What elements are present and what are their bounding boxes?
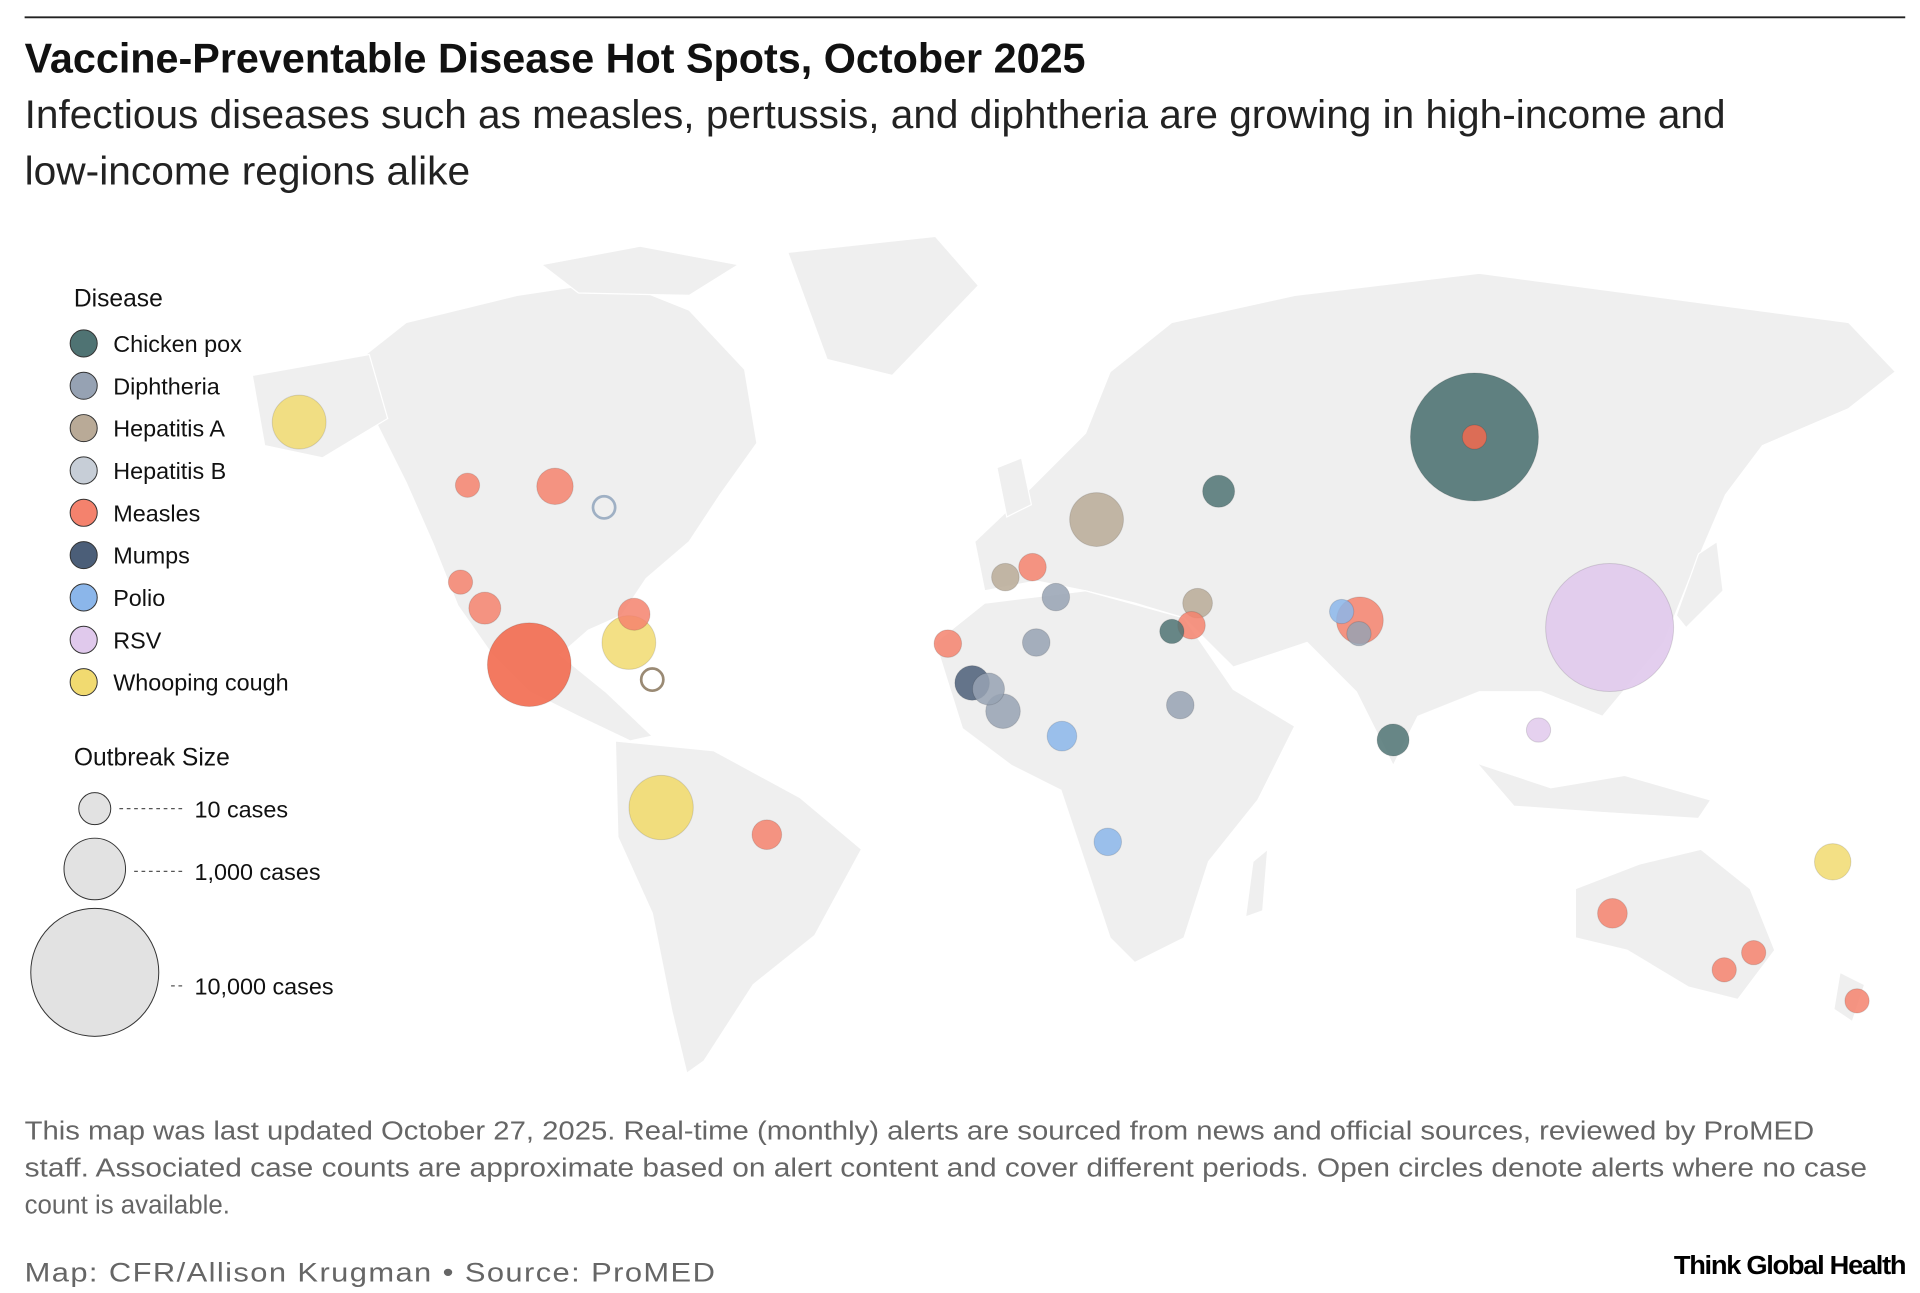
footnote-line-1: This map was last updated October 27, 20… xyxy=(25,1118,1815,1146)
outbreak-bubble-polio[interactable] xyxy=(1046,720,1078,752)
size-legend: Outbreak Size 10 cases 1,000 cases 10,00… xyxy=(30,745,334,1037)
legend-swatch-measles xyxy=(69,498,98,527)
footnote-line-2: staff. Associated case counts are approx… xyxy=(25,1155,1867,1183)
land-uk xyxy=(996,457,1033,518)
outbreak-bubbles xyxy=(271,372,1870,1014)
outbreak-bubble-measles[interactable] xyxy=(447,569,474,595)
subtitle-line-2: low-income regions alike xyxy=(25,150,471,194)
land-greenland xyxy=(786,235,980,377)
outbreak-bubble-polio[interactable] xyxy=(1093,827,1123,857)
legend-swatch-polio xyxy=(69,583,98,612)
outbreak-bubble-diphtheria[interactable] xyxy=(1346,621,1372,647)
size-legend-title: Outbreak Size xyxy=(74,745,230,772)
size-legend-label: 10 cases xyxy=(194,796,288,822)
footnote-line-3: count is available. xyxy=(25,1192,230,1220)
outbreak-bubble-measles[interactable] xyxy=(933,629,963,658)
land-arctic-canada xyxy=(540,245,741,297)
disease-legend-title: Disease xyxy=(74,285,163,312)
legend-label-diphtheria: Diphtheria xyxy=(113,373,220,399)
outbreak-bubble-chickenpox[interactable] xyxy=(1202,474,1236,508)
outbreak-bubble-whooping[interactable] xyxy=(628,774,694,841)
outbreak-bubble-diphtheria[interactable] xyxy=(1166,690,1195,720)
think-global-health-logo: Think Global Health xyxy=(1674,1252,1906,1280)
outbreak-bubble-hepa[interactable] xyxy=(991,562,1020,592)
legend-label-polio: Polio xyxy=(113,585,165,611)
legend-label-whooping: Whooping cough xyxy=(113,670,288,696)
legend-swatch-chickenpox xyxy=(69,329,98,358)
size-legend-label: 1,000 cases xyxy=(194,859,320,885)
outbreak-bubble-diphtheria[interactable] xyxy=(1021,628,1051,657)
outbreak-bubble-measles[interactable] xyxy=(536,467,574,506)
outbreak-bubble-measles[interactable] xyxy=(617,597,651,631)
outbreak-bubble-hepa[interactable] xyxy=(1069,492,1124,547)
legend-swatch-diphtheria xyxy=(69,371,98,400)
legend-swatch-mumps xyxy=(69,541,98,570)
outbreak-bubble-measles[interactable] xyxy=(1711,957,1737,983)
legend-swatch-whooping xyxy=(69,668,98,697)
outbreak-bubble-measles[interactable] xyxy=(1461,424,1488,450)
outbreak-bubble-measles[interactable] xyxy=(751,819,783,851)
land-africa xyxy=(934,590,1296,964)
outbreak-bubble-chickenpox[interactable] xyxy=(1159,618,1185,645)
outbreak-bubble-whooping[interactable] xyxy=(1813,843,1852,881)
outbreak-bubble-measles[interactable] xyxy=(486,622,572,707)
land-madagascar xyxy=(1244,847,1269,918)
size-legend-label: 10,000 cases xyxy=(194,973,333,999)
outbreak-bubble-diphtheria[interactable] xyxy=(1041,582,1071,612)
outbreak-bubble-measles[interactable] xyxy=(1844,988,1870,1014)
legend-label-hepb: Hepatitis B xyxy=(113,458,226,484)
outbreak-bubble-hepb[interactable] xyxy=(591,494,617,520)
outbreak-bubble-measles[interactable] xyxy=(1018,552,1047,582)
legend-swatch-hepa xyxy=(69,414,98,443)
land-indonesia xyxy=(1475,761,1712,820)
land-north-america xyxy=(346,280,758,742)
outbreak-bubble-hepa[interactable] xyxy=(639,667,665,693)
outbreak-bubble-rsv[interactable] xyxy=(1525,717,1552,743)
source-credit: Map: CFR/Allison Krugman • Source: ProME… xyxy=(25,1256,717,1287)
legend-swatch-rsv xyxy=(69,625,98,654)
legend-label-mumps: Mumps xyxy=(113,543,190,569)
outbreak-bubble-diphtheria[interactable] xyxy=(972,672,1006,706)
size-legend-circle-10000 xyxy=(30,907,160,1037)
size-legend-circle-10 xyxy=(78,792,112,826)
legend-label-measles: Measles xyxy=(113,500,200,526)
land-japan xyxy=(1675,540,1724,629)
outbreak-bubble-polio[interactable] xyxy=(1329,598,1355,625)
land-eurasia xyxy=(974,272,1897,767)
outbreak-bubble-measles[interactable] xyxy=(468,591,502,625)
outbreak-bubble-measles[interactable] xyxy=(1597,897,1628,929)
legend-label-rsv: RSV xyxy=(113,627,161,653)
page-title: Vaccine-Preventable Disease Hot Spots, O… xyxy=(25,35,1086,82)
size-legend-circle-1000 xyxy=(63,837,127,901)
outbreak-bubble-measles[interactable] xyxy=(454,472,481,498)
legend-swatch-hepb xyxy=(69,456,98,485)
outbreak-bubble-chickenpox[interactable] xyxy=(1376,723,1410,757)
disease-legend: Disease Chicken pox Diphtheria Hepatitis A… xyxy=(69,285,289,697)
outbreak-bubble-whooping[interactable] xyxy=(271,394,327,450)
legend-label-hepa: Hepatitis A xyxy=(113,416,225,442)
subtitle-line-1: Infectious diseases such as measles, per… xyxy=(25,93,1726,137)
outbreak-bubble-rsv[interactable] xyxy=(1545,563,1675,693)
legend-label-chickenpox: Chicken pox xyxy=(113,331,242,357)
outbreak-bubble-measles[interactable] xyxy=(1741,940,1767,966)
